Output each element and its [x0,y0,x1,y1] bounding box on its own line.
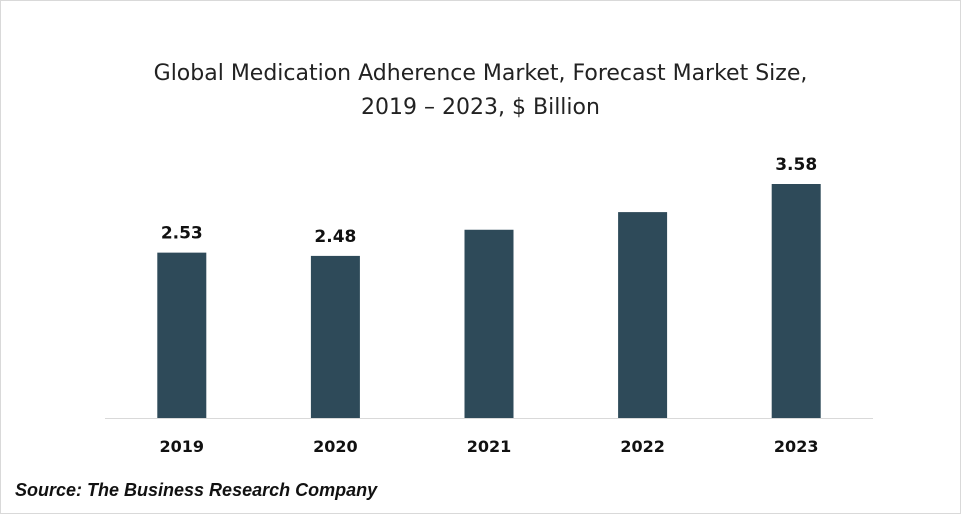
x-tick-label-2021: 2021 [467,437,512,456]
x-tick-label-2020: 2020 [313,437,358,456]
bar-2021 [464,229,514,418]
x-tick-label-2019: 2019 [160,437,205,456]
chart-title-line-1: Global Medication Adherence Market, Fore… [153,61,808,86]
bar-2019 [157,252,207,418]
x-tick-label-2022: 2022 [620,437,665,456]
bar-2020 [310,255,360,418]
data-label-2019: 2.53 [161,224,203,244]
bar-2023 [771,184,821,418]
data-label-2020: 2.48 [314,227,356,247]
chart-title: Global Medication Adherence Market, Fore… [0,57,961,125]
source-note: Source: The Business Research Company [15,480,378,500]
data-label-2023: 3.58 [775,155,817,175]
x-tick-label-2023: 2023 [774,437,819,456]
bar-2022 [618,212,668,418]
chart-title-line-2: 2019 – 2023, $ Billion [361,95,600,120]
